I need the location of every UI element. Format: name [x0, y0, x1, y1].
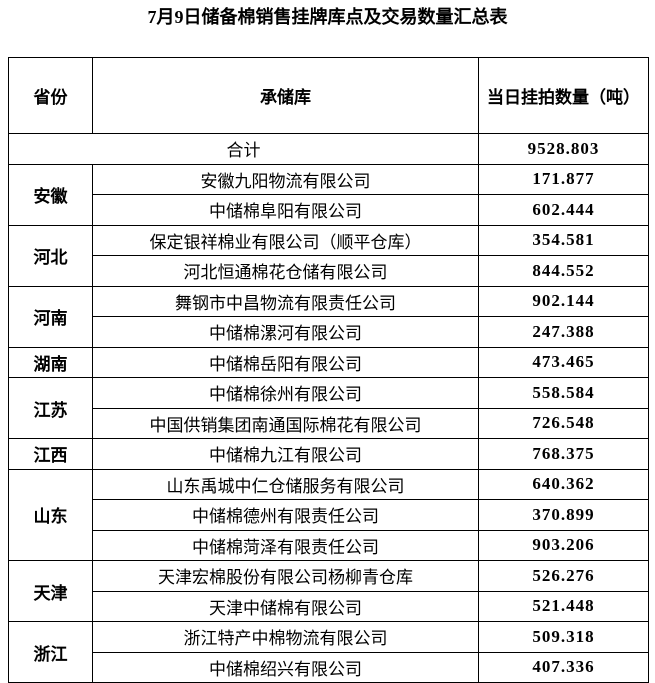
row: 天津中储棉有限公司 521.448 [9, 590, 649, 622]
province: 天津 [8, 560, 93, 622]
warehouse: 浙江特产中棉物流有限公司 [92, 621, 479, 653]
quantity: 521.448 [478, 590, 649, 622]
row: 浙江 浙江特产中棉物流有限公司 509.318 [8, 621, 649, 683]
header-cell: 当日挂拍数量（吨） [478, 57, 649, 134]
province: 浙江 [8, 621, 93, 683]
warehouse: 中储棉漯河有限公司 [92, 316, 479, 348]
province: 湖南 [8, 346, 93, 378]
quantity: 407.336 [478, 651, 649, 683]
warehouse: 中储棉绍兴有限公司 [92, 651, 479, 683]
quantity: 602.444 [478, 194, 649, 226]
warehouse: 山东禹城中仁仓储服务有限公司 [92, 468, 479, 500]
warehouse: 天津中储棉有限公司 [92, 590, 479, 622]
title: 7月9日储备棉销售挂牌库点及交易数量汇总表 [147, 7, 508, 27]
row: 江苏 中储棉徐州有限公司 558.584 [8, 377, 649, 439]
warehouse: 中储棉岳阳有限公司 [92, 346, 479, 378]
province: 山东 [8, 468, 93, 561]
total-value: 9528.803 [478, 133, 649, 165]
warehouse: 安徽九阳物流有限公司 [92, 163, 479, 195]
warehouse: 中国供销集团南通国际棉花有限公司 [92, 407, 479, 439]
table-body: 省份 承储库 当日挂拍数量（吨） 合计 9528.803 安徽 安徽九阳物流有限公司 171.… [8, 57, 649, 683]
province: 河南 [8, 285, 93, 348]
header-row: 省份 承储库 当日挂拍数量（吨） [8, 57, 649, 134]
quantity: 726.548 [478, 407, 649, 439]
quantity: 768.375 [478, 438, 649, 470]
quantity: 247.388 [478, 316, 649, 348]
row: 中储棉阜阳有限公司 602.444 [9, 194, 649, 226]
quantity: 526.276 [478, 560, 649, 592]
header-cell: 承储库 [92, 57, 479, 134]
row: 中储棉德州有限责任公司 370.899 [9, 499, 649, 531]
quantity: 844.552 [478, 255, 649, 287]
province: 江西 [8, 438, 93, 470]
province: 江苏 [8, 377, 93, 439]
row: 湖南 中储棉岳阳有限公司 473.465 [8, 346, 649, 378]
quantity: 509.318 [478, 621, 649, 653]
total-row: 合计 9528.803 [8, 133, 649, 165]
warehouse: 中储棉九江有限公司 [92, 438, 479, 470]
row: 河北恒通棉花仓储有限公司 844.552 [9, 255, 649, 287]
quantity: 902.144 [478, 285, 649, 317]
row: 河南 舞钢市中昌物流有限责任公司 902.144 [8, 285, 649, 348]
row: 河北 保定银祥棉业有限公司（顺平仓库） 354.581 [8, 224, 649, 287]
row: 中储棉菏泽有限责任公司 903.206 [9, 529, 649, 561]
row: 江西 中储棉九江有限公司 768.375 [8, 438, 649, 470]
quantity: 370.899 [478, 499, 649, 531]
row: 中国供销集团南通国际棉花有限公司 726.548 [9, 407, 649, 439]
row: 中储棉漯河有限公司 247.388 [9, 316, 649, 348]
warehouse: 河北恒通棉花仓储有限公司 [92, 255, 479, 287]
quantity: 903.206 [478, 529, 649, 561]
total-label: 合计 [8, 133, 479, 165]
row: 中储棉绍兴有限公司 407.336 [9, 651, 649, 683]
warehouse: 中储棉德州有限责任公司 [92, 499, 479, 531]
province: 河北 [8, 224, 93, 287]
header-cell: 省份 [8, 57, 93, 134]
quantity: 171.877 [478, 163, 649, 195]
warehouse: 中储棉菏泽有限责任公司 [92, 529, 479, 561]
row: 山东 山东禹城中仁仓储服务有限公司 640.362 [8, 468, 649, 561]
quantity: 558.584 [478, 377, 649, 409]
province: 安徽 [8, 163, 93, 226]
row: 安徽 安徽九阳物流有限公司 171.877 [8, 163, 649, 226]
warehouse: 中储棉阜阳有限公司 [92, 194, 479, 226]
warehouse: 天津宏棉股份有限公司杨柳青仓库 [92, 560, 479, 592]
row: 天津 天津宏棉股份有限公司杨柳青仓库 526.276 [8, 560, 649, 622]
quantity: 640.362 [478, 468, 649, 500]
warehouse: 保定银祥棉业有限公司（顺平仓库） [92, 224, 479, 256]
warehouse: 中储棉徐州有限公司 [92, 377, 479, 409]
quantity: 354.581 [478, 224, 649, 256]
table: 省份 承储库 当日挂拍数量（吨） 合计 9528.803 安徽 安徽九阳物流有限公司 171.… [8, 57, 649, 683]
warehouse: 舞钢市中昌物流有限责任公司 [92, 285, 479, 317]
quantity: 473.465 [478, 346, 649, 378]
